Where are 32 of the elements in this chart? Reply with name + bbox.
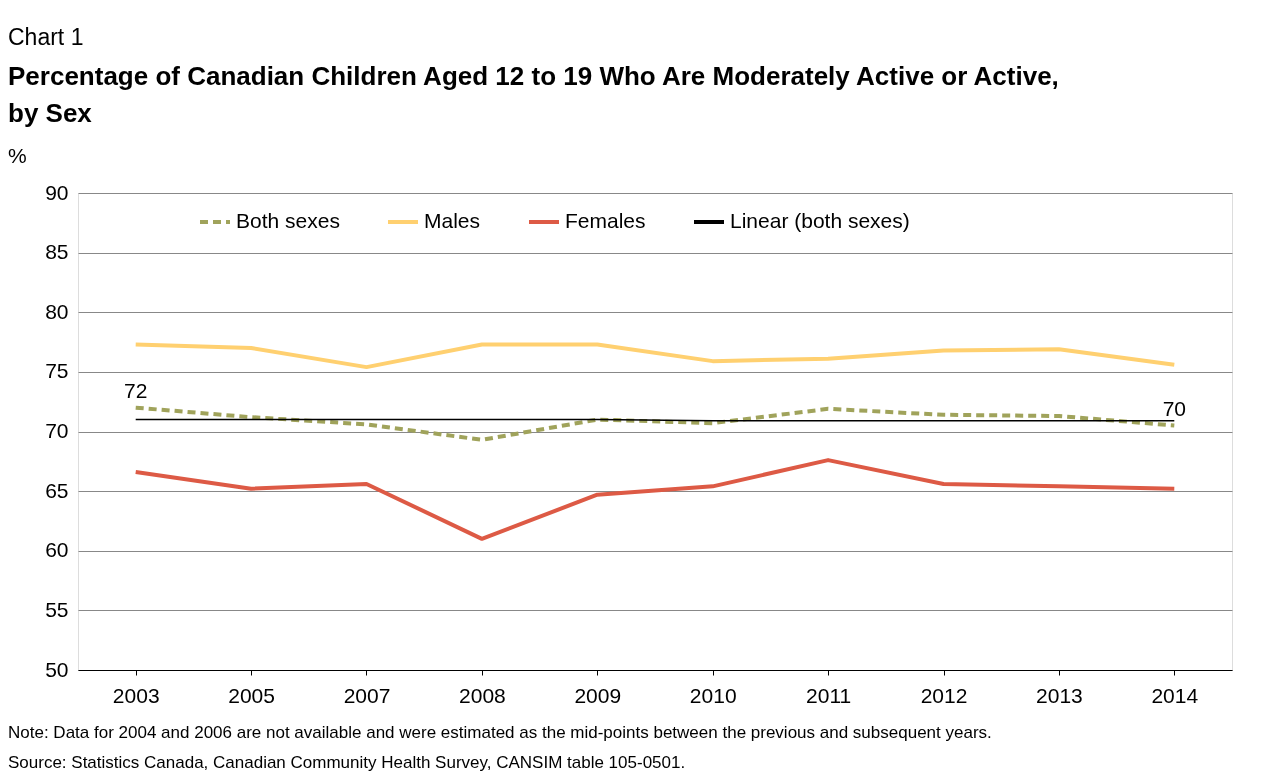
x-tick-label: 2008 (459, 683, 506, 707)
chart-subtitle: Chart 1 (8, 24, 84, 50)
x-tick-label: 2007 (343, 683, 391, 707)
legend-label: Linear (both sexes) (730, 209, 910, 232)
x-tick-label: 2005 (228, 683, 275, 707)
y-tick-label: 90 (45, 180, 69, 204)
line-series (133, 458, 1177, 541)
text: Note: Data for 2004 and 2006 are not available and were estimated as the mid-points between the previous and subsequent years. (8, 723, 992, 742)
y-tick-label: 55 (45, 597, 69, 621)
x-tick-label: 2003 (112, 683, 160, 707)
x-tick-label: 2009 (574, 683, 622, 707)
y-tick-label: 70 (45, 419, 69, 442)
y-tick-label: 80 (45, 299, 69, 323)
y-tick-label: 50 (45, 657, 69, 681)
x-tick-label: 2010 (689, 683, 737, 707)
y-axis-title: % (8, 144, 27, 167)
source-note: Source: Statistics Canada, Canadian Community Health Survey, CANSIM table 105-0501. (8, 753, 686, 772)
legend-label: Males (424, 209, 481, 232)
y-tick-label: 60 (45, 538, 69, 562)
legend-label: Both sexes (236, 209, 340, 232)
data-label: 70 (1162, 396, 1186, 420)
chart-title: Percentage of Canadian Children Aged 12 to 19 Who Are Moderately Active or Active, by Sex (8, 61, 1059, 128)
x-tick-label: 2014 (1151, 683, 1199, 707)
y-tick-label: 65 (45, 478, 69, 502)
x-tick-label: 2013 (1036, 683, 1083, 707)
legend-label: Females (565, 209, 646, 232)
x-tick-label: 2012 (920, 683, 968, 707)
y-tick-label: 75 (45, 359, 69, 383)
y-tick-label: 85 (45, 240, 69, 264)
data-label: 72 (124, 378, 148, 402)
line-series (133, 342, 1177, 370)
x-tick-label: 2011 (806, 683, 852, 707)
